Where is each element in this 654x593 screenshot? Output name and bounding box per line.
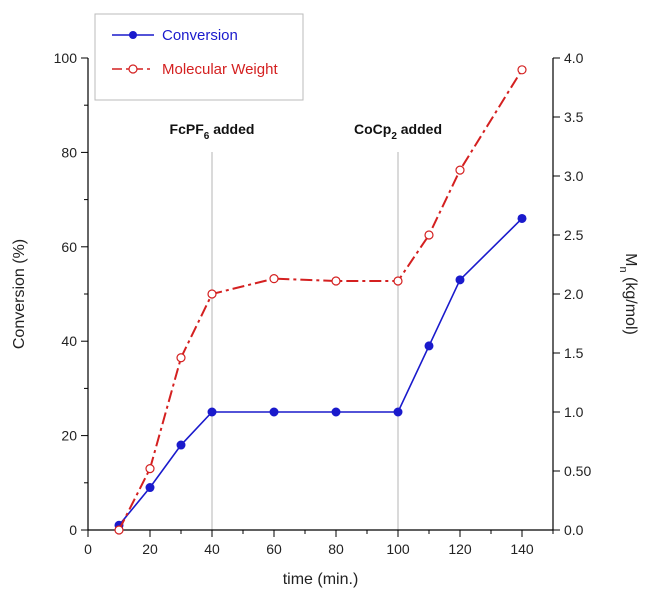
point-1-3 (207, 289, 217, 299)
y-tick-label-1: 20 (61, 428, 77, 444)
point-0-5 (331, 407, 341, 417)
annotation-sub-0: 6 (204, 131, 210, 142)
y2-axis-title-rest: (kg/mol) (622, 273, 639, 335)
series-layer (114, 65, 527, 535)
x-tick-label-5: 100 (386, 541, 410, 557)
point-1-7 (424, 230, 434, 240)
x-tick-label-2: 40 (204, 541, 220, 557)
y2-tick-label-2: 1.0 (564, 404, 584, 420)
annotation-main-0: FcPF (170, 121, 205, 137)
y2-tick-label-5: 2.5 (564, 227, 584, 243)
y2-axis-title: Mn (kg/mol) (617, 253, 639, 335)
y-tick-label-5: 100 (54, 50, 78, 66)
annotation-main-1: CoCp (354, 121, 391, 137)
x-tick-label-3: 60 (266, 541, 282, 557)
annotation-label-0: FcPF6 added (170, 121, 255, 142)
x-tick-label-0: 0 (84, 541, 92, 557)
point-0-2 (176, 440, 186, 450)
point-0-6 (393, 407, 403, 417)
series-line-1 (118, 69, 523, 531)
legend-marker-0 (129, 31, 137, 39)
y2-axis-title-main: M (622, 253, 639, 266)
y2-tick-label-8: 4.0 (564, 50, 584, 66)
point-1-9 (517, 65, 527, 75)
y2-tick-label-7: 3.5 (564, 109, 584, 125)
point-1-4 (269, 274, 279, 284)
legend-label-0: Conversion (162, 27, 238, 44)
y-axis-title: Conversion (%) (11, 239, 28, 349)
y2-tick-label-6: 3.0 (564, 168, 584, 184)
y2-tick-label-3: 1.5 (564, 345, 584, 361)
point-1-8 (455, 165, 465, 175)
annotation-lines (211, 152, 399, 530)
y-tick-label-0: 0 (69, 522, 77, 538)
x-axis-title: time (min.) (283, 571, 359, 588)
point-0-3 (207, 407, 217, 417)
annotation-rest-0: added (209, 121, 254, 137)
y-tick-label-4: 80 (61, 144, 77, 160)
point-1-5 (331, 276, 341, 286)
x-tick-label-4: 80 (328, 541, 344, 557)
y2-axis-title-sub: n (617, 266, 629, 272)
point-0-8 (455, 275, 465, 285)
legend: Conversion Molecular Weight (94, 13, 304, 101)
x-tick-label-7: 140 (510, 541, 534, 557)
x-tick-label-6: 120 (448, 541, 472, 557)
x-tick-label-1: 20 (142, 541, 158, 557)
annotation-rest-1: added (397, 121, 442, 137)
legend-label-1: Molecular Weight (162, 61, 278, 78)
point-0-1 (145, 483, 155, 493)
point-0-7 (424, 341, 434, 351)
axes: 0 20 40 60 80 100 120 140 0 20 40 60 80 100 0.0 0.50 1.0… (11, 50, 639, 588)
point-0-9 (517, 213, 527, 223)
point-1-6 (393, 276, 403, 286)
point-1-0 (114, 525, 124, 535)
legend-marker-1 (128, 64, 138, 74)
point-0-4 (269, 407, 279, 417)
y-tick-label-2: 40 (61, 333, 77, 349)
series-line-0 (118, 217, 523, 526)
y2-tick-label-4: 2.0 (564, 286, 584, 302)
annotation-sub-1: 2 (391, 131, 397, 142)
point-1-2 (176, 353, 186, 363)
y2-tick-label-0: 0.0 (564, 522, 584, 538)
annotation-label-1: CoCp2 added (354, 121, 442, 142)
y-tick-label-3: 60 (61, 239, 77, 255)
y2-tick-label-1: 0.50 (564, 463, 591, 479)
point-1-1 (145, 464, 155, 474)
annotations: FcPF6 added CoCp2 added (170, 121, 442, 142)
legend-box (94, 13, 304, 101)
